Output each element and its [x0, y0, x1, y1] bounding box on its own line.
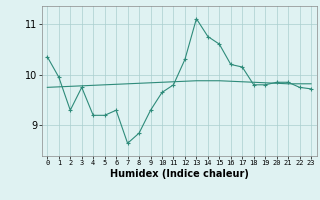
- X-axis label: Humidex (Indice chaleur): Humidex (Indice chaleur): [110, 169, 249, 179]
